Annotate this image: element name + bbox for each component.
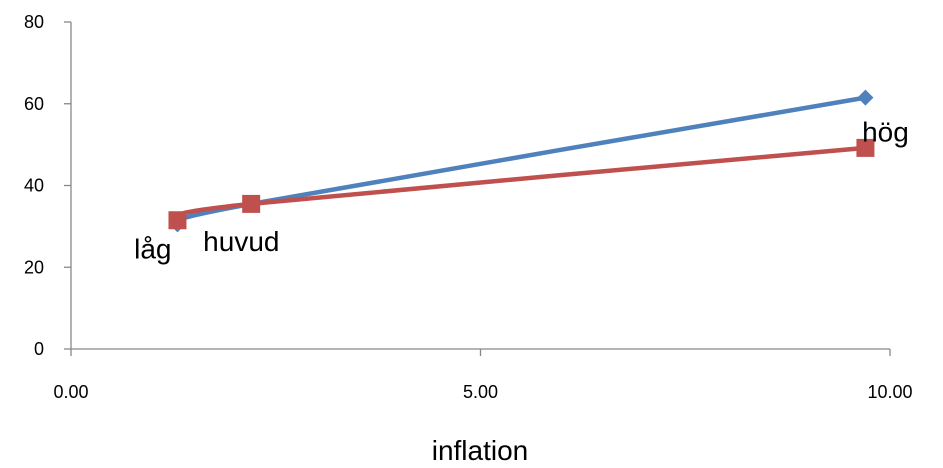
x-tick-label: 0.00 bbox=[53, 382, 88, 402]
point-label: huvud bbox=[203, 226, 279, 257]
x-axis-label: inflation bbox=[432, 435, 529, 466]
y-tick-label: 60 bbox=[24, 94, 44, 114]
point-label: låg bbox=[134, 233, 171, 264]
x-tick-label: 5.00 bbox=[463, 382, 498, 402]
series-2-point bbox=[168, 211, 187, 230]
series-1-point bbox=[857, 89, 874, 106]
y-tick-label: 40 bbox=[24, 176, 44, 196]
y-tick-label: 80 bbox=[24, 12, 44, 32]
x-tick-label: 10.00 bbox=[867, 382, 912, 402]
annotation-layer: låg huvud hög bbox=[134, 117, 909, 265]
y-tick-label: 20 bbox=[24, 257, 44, 277]
axes: 0 20 40 60 80 0.00 5.00 10.00 bbox=[24, 12, 913, 402]
series-2-point bbox=[242, 194, 261, 213]
series-2-point bbox=[856, 138, 875, 157]
series-1-line bbox=[174, 95, 868, 227]
y-tick-label: 0 bbox=[34, 339, 44, 359]
series-layer bbox=[168, 89, 875, 233]
point-label: hög bbox=[862, 117, 909, 148]
